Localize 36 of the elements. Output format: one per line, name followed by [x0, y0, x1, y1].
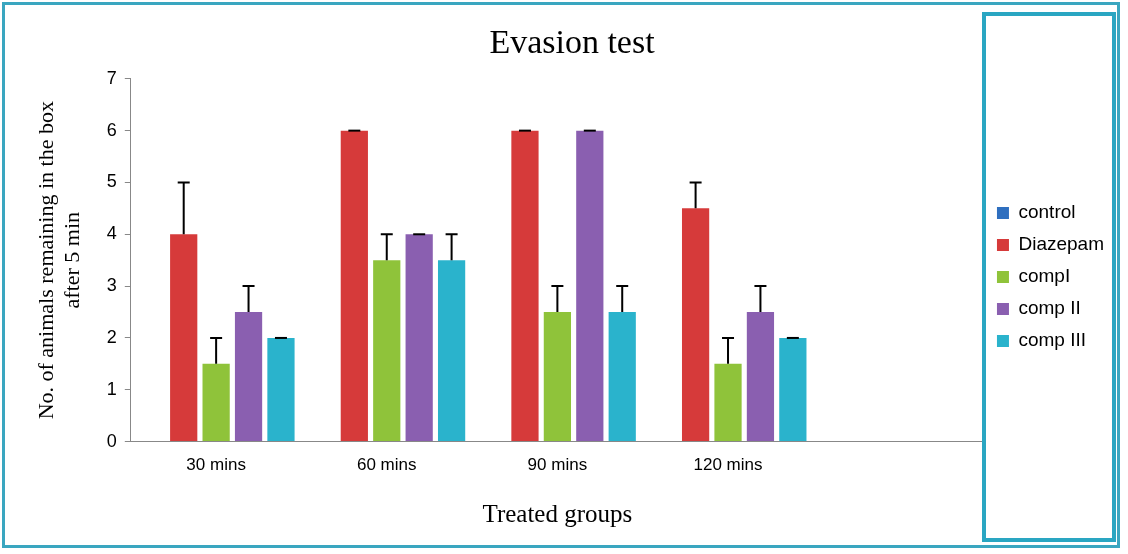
- bar: [576, 130, 604, 442]
- y-tick-label: 4: [106, 223, 117, 244]
- y-tick-label: 0: [106, 430, 117, 451]
- x-tick-label: 60 mins: [356, 455, 417, 475]
- y-tick-label: 2: [106, 326, 117, 347]
- bar: [234, 312, 263, 442]
- bar: [746, 312, 775, 442]
- bar: [779, 337, 807, 442]
- x-tick-label: 120 mins: [693, 455, 763, 475]
- y-tick-label: 7: [106, 67, 117, 88]
- chart-title: Evasion test: [489, 23, 656, 61]
- bar: [543, 312, 571, 442]
- bar: [170, 234, 198, 442]
- bar: [714, 363, 742, 442]
- y-tick-label: 5: [106, 171, 117, 192]
- x-tick-label: 90 mins: [527, 455, 588, 475]
- y-tick-label: 3: [106, 275, 117, 296]
- x-tick-label: 30 mins: [186, 455, 246, 475]
- bar: [405, 234, 433, 442]
- y-axis-title: No. of animals remaining in the box after 5 min: [32, 101, 85, 420]
- bar: [511, 130, 539, 442]
- bar: [267, 337, 295, 442]
- x-axis-title: Treated groups: [482, 499, 633, 527]
- bar: [373, 260, 401, 442]
- bar: [202, 363, 230, 442]
- bar: [681, 208, 710, 442]
- bar: [437, 260, 466, 442]
- y-tick-label: 6: [106, 119, 117, 140]
- legend-label: control: [1018, 201, 1076, 223]
- y-tick-label: 1: [106, 378, 117, 399]
- legend-label: comp II: [1018, 297, 1081, 319]
- legend-label: Diazepam: [1018, 233, 1105, 255]
- legend-label: comp III: [1018, 329, 1087, 351]
- bar: [608, 312, 636, 442]
- bar: [340, 130, 368, 442]
- legend-label: compI: [1018, 265, 1071, 287]
